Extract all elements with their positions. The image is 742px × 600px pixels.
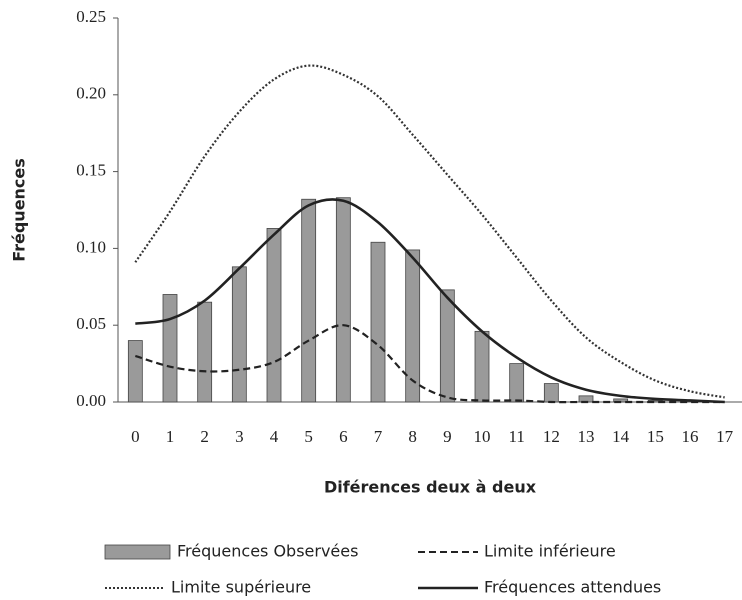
legend-label: Fréquences attendues (484, 578, 661, 597)
x-axis-label: Diférences deux à deux (324, 478, 537, 497)
x-tick-label: 5 (304, 427, 313, 446)
x-tick-label: 4 (270, 427, 279, 446)
y-tick-label: 0.20 (76, 84, 106, 103)
x-tick-label: 8 (408, 427, 417, 446)
y-tick-label: 0.15 (76, 161, 106, 180)
bar (405, 249, 421, 403)
x-tick-label: 1 (166, 427, 175, 446)
legend-label: Limite inférieure (484, 542, 616, 561)
bar (127, 340, 143, 403)
x-tick-label: 6 (339, 427, 348, 446)
x-tick-label: 14 (612, 427, 630, 446)
line (134, 64, 725, 399)
bar (370, 241, 386, 403)
line (135, 198, 725, 404)
x-tick-label: 13 (578, 427, 595, 446)
bar (543, 383, 559, 403)
line (135, 324, 725, 404)
bar (266, 228, 282, 403)
x-tick-label: 10 (474, 427, 491, 446)
x-tick-label: 3 (235, 427, 244, 446)
bar (439, 289, 455, 403)
y-axis-label: Fréquences (10, 158, 29, 262)
x-tick-label: 17 (716, 427, 734, 446)
legend-swatch (104, 544, 171, 560)
x-tick-label: 15 (647, 427, 664, 446)
y-tick-label: 0.05 (76, 314, 106, 333)
y-tick-label: 0.00 (76, 391, 106, 410)
y-tick-label: 0.10 (76, 237, 106, 256)
x-tick-label: 7 (374, 427, 383, 446)
bar (301, 198, 317, 403)
bar (197, 301, 213, 403)
x-tick-label: 11 (508, 427, 524, 446)
bar (231, 266, 247, 403)
x-tick-label: 0 (131, 427, 140, 446)
y-tick-label: 0.25 (76, 7, 106, 26)
x-tick-label: 12 (543, 427, 560, 446)
bar (335, 197, 351, 403)
legend-label: Limite supérieure (171, 578, 311, 597)
legend-label: Fréquences Observées (177, 542, 358, 561)
bar (509, 363, 525, 403)
bar (162, 294, 178, 403)
bar (474, 330, 490, 403)
x-tick-label: 16 (682, 427, 699, 446)
x-tick-label: 2 (200, 427, 209, 446)
x-tick-label: 9 (443, 427, 452, 446)
